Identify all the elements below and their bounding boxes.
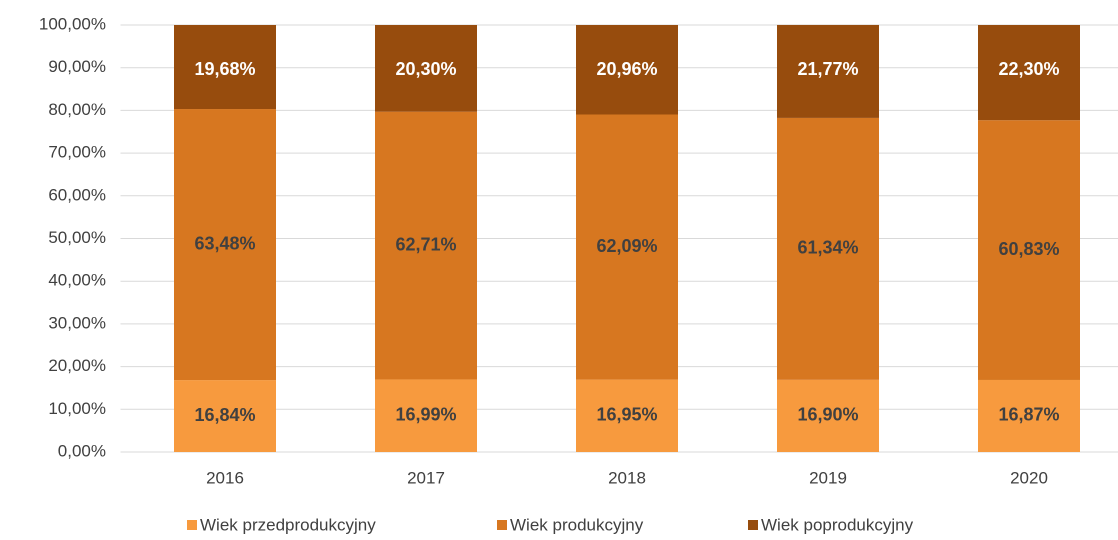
y-tick-label: 100,00%	[39, 14, 106, 33]
y-tick-label: 40,00%	[48, 271, 106, 290]
value-label: 16,84%	[194, 405, 255, 425]
legend-swatch	[748, 520, 758, 530]
y-tick-label: 50,00%	[48, 228, 106, 247]
value-label: 20,96%	[596, 59, 657, 79]
bar-segment	[576, 25, 678, 115]
bar-segment	[777, 117, 879, 380]
y-tick-label: 90,00%	[48, 57, 106, 76]
value-label: 16,99%	[395, 404, 456, 424]
bar-segment	[174, 380, 276, 452]
y-tick-label: 70,00%	[48, 143, 106, 162]
bar-segment	[375, 379, 477, 452]
y-tick-label: 80,00%	[48, 100, 106, 119]
legend-label: Wiek produkcyjny	[510, 515, 644, 534]
value-label: 20,30%	[395, 59, 456, 79]
legend-label: Wiek przedprodukcyjny	[200, 515, 376, 534]
value-label: 63,48%	[194, 233, 255, 253]
x-tick-label: 2019	[809, 468, 847, 487]
bar-segment	[777, 24, 879, 118]
legend-label: Wiek poprodukcyjny	[761, 515, 914, 534]
value-label: 62,71%	[395, 234, 456, 254]
bar-segment	[174, 109, 276, 381]
y-tick-label: 60,00%	[48, 185, 106, 204]
value-label: 16,90%	[797, 405, 858, 425]
value-label: 16,87%	[998, 405, 1059, 425]
x-tick-label: 2016	[206, 468, 244, 487]
x-tick-label: 2018	[608, 468, 646, 487]
bar-segment	[978, 120, 1080, 380]
legend-swatch	[187, 520, 197, 530]
x-tick-label: 2017	[407, 468, 445, 487]
legend-swatch	[497, 520, 507, 530]
bar-segment	[978, 25, 1080, 121]
bar-segment	[576, 114, 678, 380]
bar-segment	[576, 379, 678, 452]
value-label: 21,77%	[797, 59, 858, 79]
bar-segment	[978, 379, 1080, 452]
x-tick-label: 2020	[1010, 468, 1048, 487]
y-tick-label: 0,00%	[58, 441, 106, 460]
y-tick-label: 30,00%	[48, 313, 106, 332]
value-label: 16,95%	[596, 405, 657, 425]
value-label: 62,09%	[596, 236, 657, 256]
value-label: 22,30%	[998, 59, 1059, 79]
bar-segment	[375, 111, 477, 380]
bar-segment	[174, 25, 276, 110]
value-label: 61,34%	[797, 238, 858, 258]
y-tick-label: 10,00%	[48, 399, 106, 418]
bar-segment	[777, 379, 879, 452]
bar-segment	[375, 25, 477, 112]
value-label: 60,83%	[998, 239, 1059, 259]
y-tick-label: 20,00%	[48, 356, 106, 375]
value-label: 19,68%	[194, 59, 255, 79]
